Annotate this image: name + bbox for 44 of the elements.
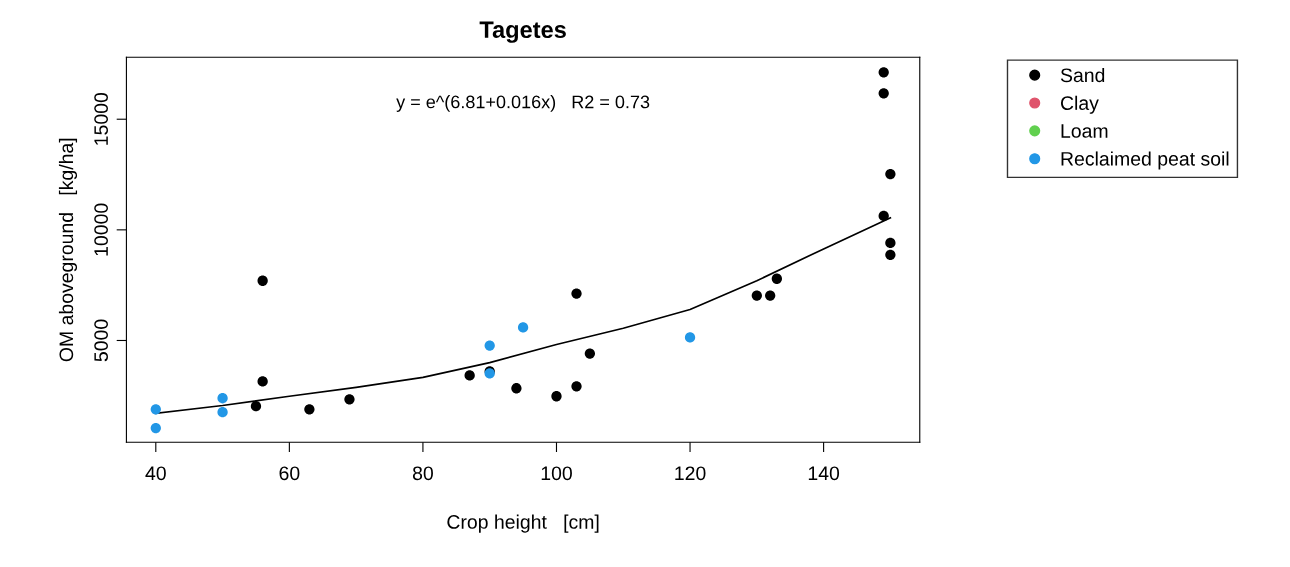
point xyxy=(250,401,262,412)
x-tick-label: 80 xyxy=(412,466,433,481)
point xyxy=(771,273,783,284)
x-tick-label: 120 xyxy=(675,466,706,481)
x-tick-label: 40 xyxy=(145,466,166,481)
point xyxy=(150,404,161,415)
point xyxy=(217,393,228,404)
point xyxy=(217,407,228,418)
point xyxy=(571,288,582,299)
chart-title: Tagetes xyxy=(479,21,566,43)
annotation: y = e^(6.81+0.016x) R2 = 0.73 xyxy=(396,95,650,112)
point xyxy=(344,394,355,405)
point xyxy=(257,376,268,387)
x-tick-label: 100 xyxy=(541,466,572,481)
point xyxy=(571,381,582,392)
point xyxy=(751,290,762,301)
x-tick-label: 60 xyxy=(279,466,300,481)
legend-label: Reclaimed peat soil xyxy=(1061,151,1229,170)
point xyxy=(878,88,889,99)
point xyxy=(551,391,562,402)
point xyxy=(885,168,896,180)
legend-label: Loam xyxy=(1061,124,1108,138)
point xyxy=(304,404,315,415)
y-axis-title: OM aboveground [kg/ha] xyxy=(58,138,78,362)
point xyxy=(150,422,161,434)
point xyxy=(584,348,596,359)
point xyxy=(257,275,268,286)
point xyxy=(878,67,889,78)
legend-label: Sand xyxy=(1060,67,1105,83)
point xyxy=(885,237,896,249)
y-tick-label: 5000 xyxy=(94,319,108,362)
point xyxy=(765,290,776,301)
point xyxy=(885,249,896,260)
point xyxy=(464,370,475,381)
legend-label: Clay xyxy=(1060,95,1099,114)
x-tick-label: 140 xyxy=(808,466,840,481)
point xyxy=(517,322,529,333)
point xyxy=(684,332,696,343)
y-tick-label: 10000 xyxy=(94,203,108,256)
point xyxy=(878,210,889,222)
x-axis-title: Crop height [cm] xyxy=(447,514,599,533)
point xyxy=(484,340,495,351)
y-tick-label: 15000 xyxy=(94,92,108,145)
point xyxy=(511,383,522,394)
